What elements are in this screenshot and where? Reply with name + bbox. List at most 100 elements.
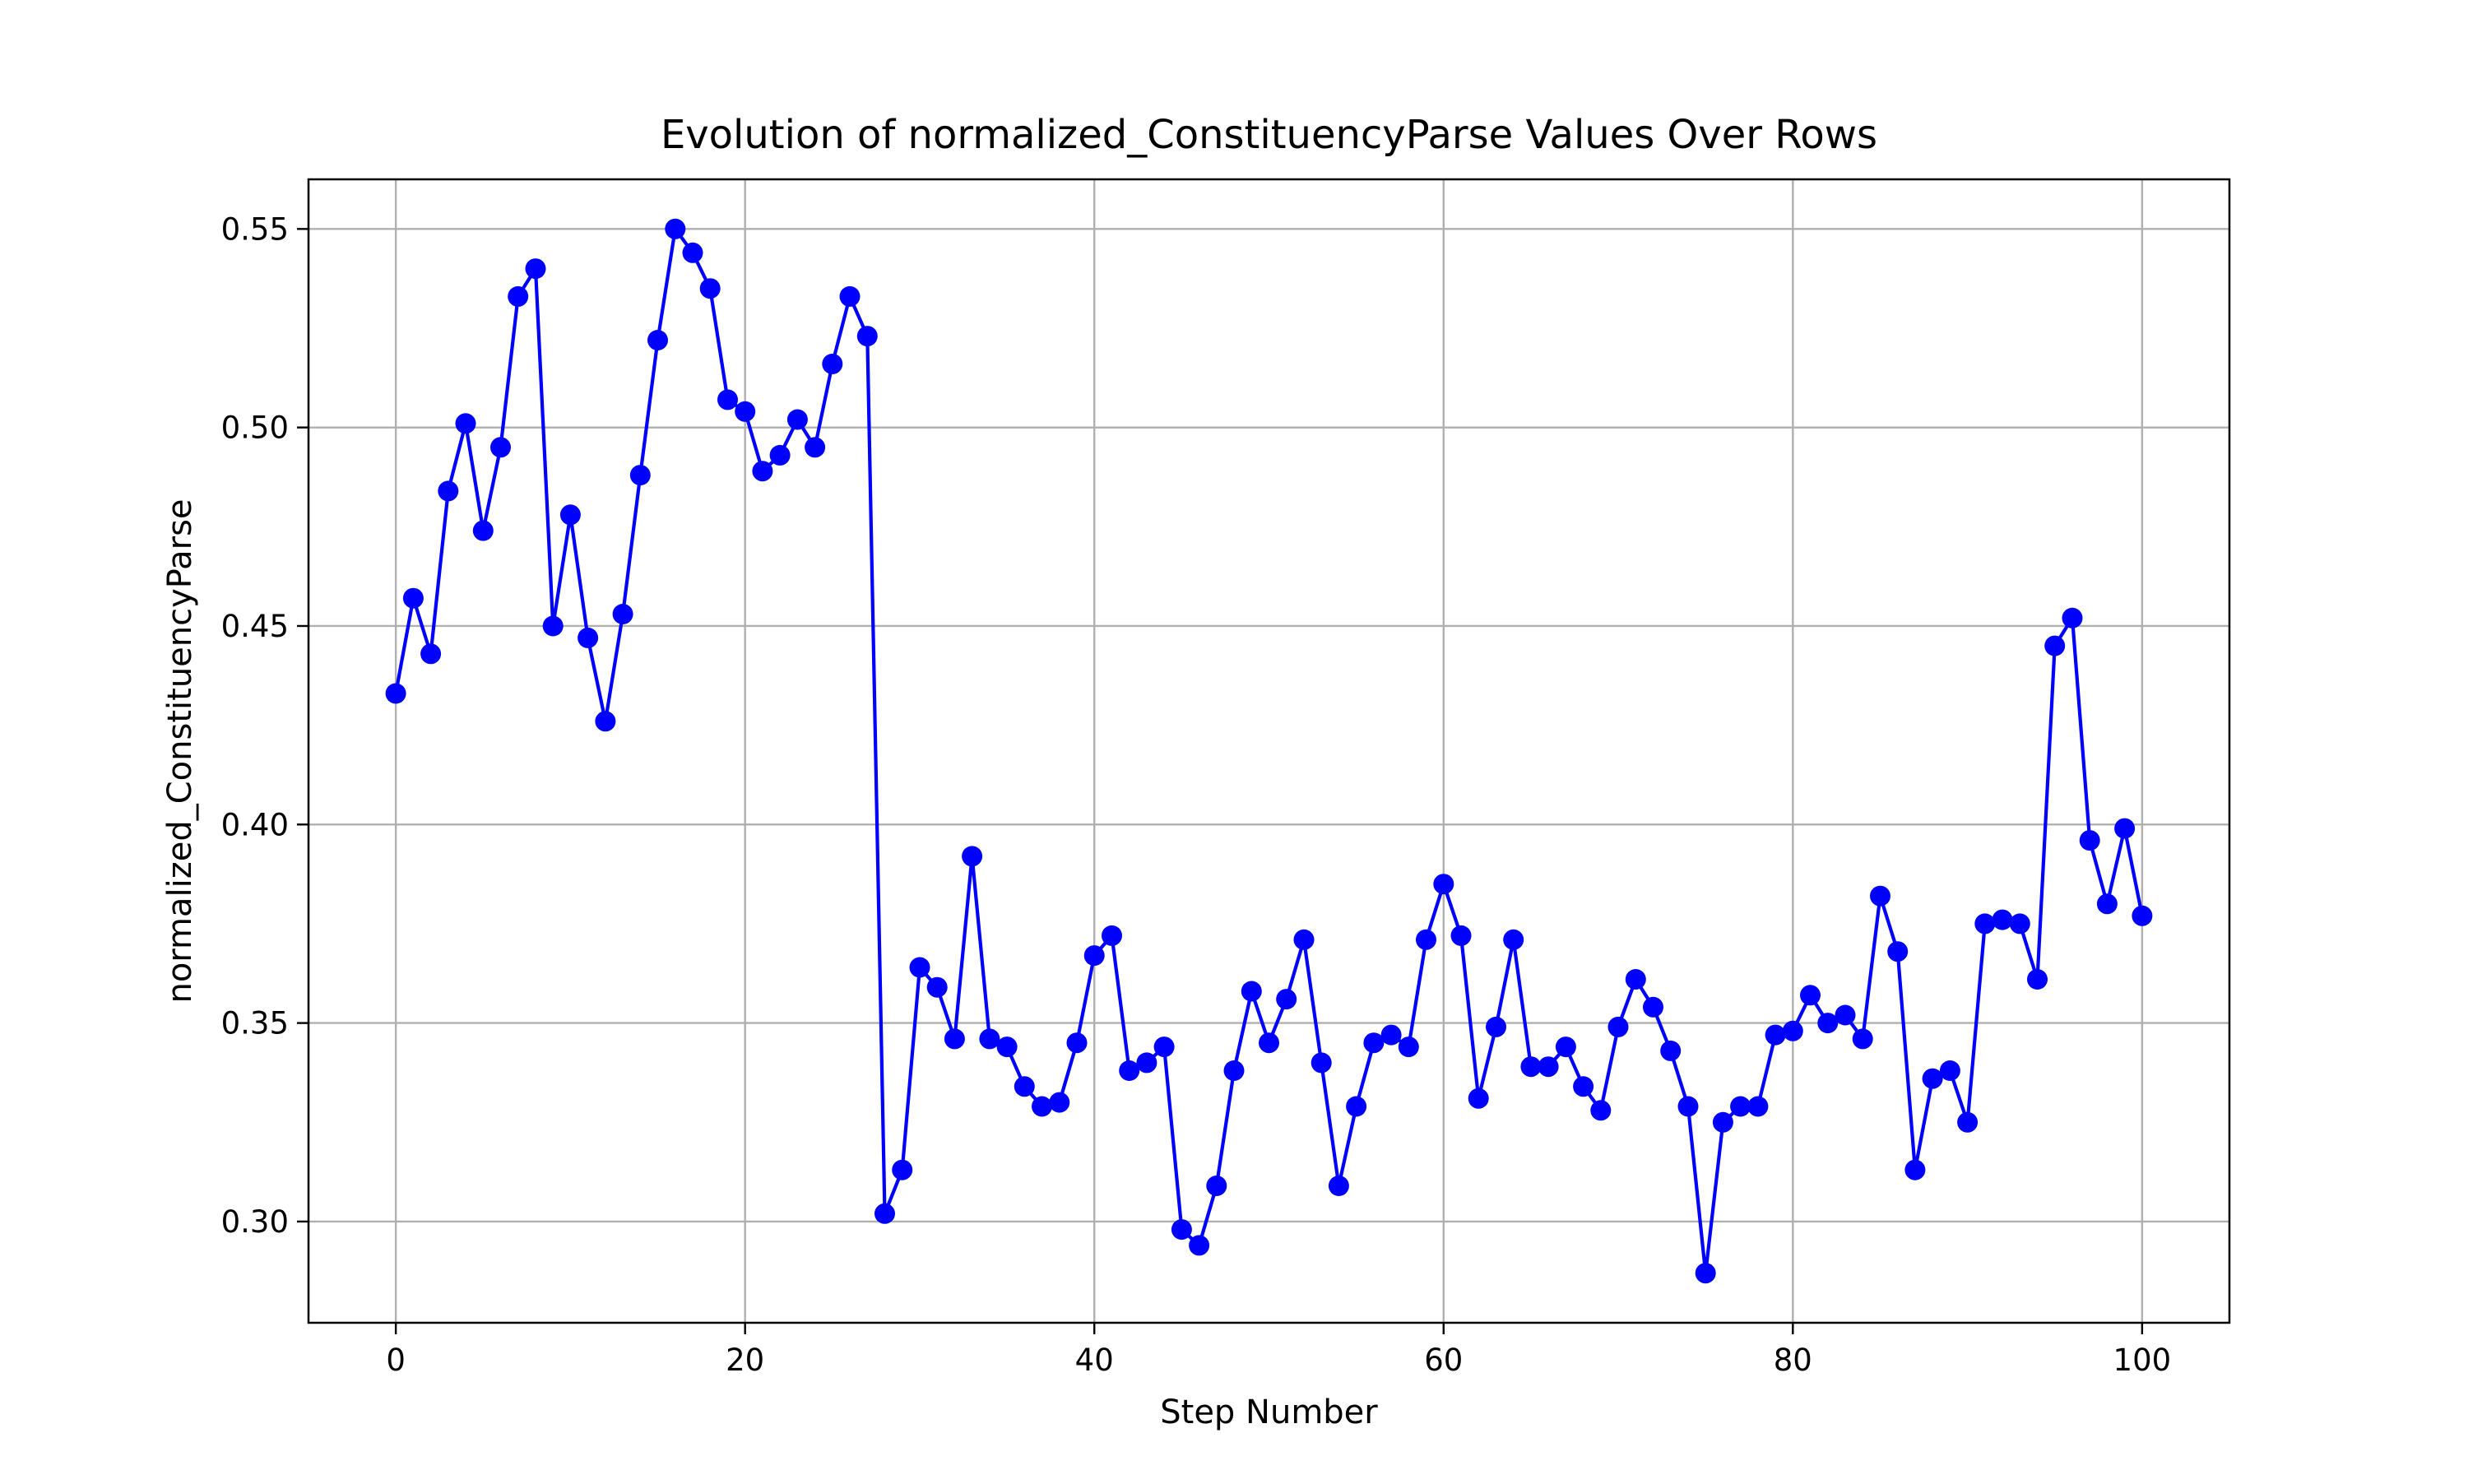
data-point — [578, 627, 599, 648]
data-point — [1014, 1076, 1035, 1097]
data-point — [1660, 1040, 1682, 1061]
data-point — [1887, 941, 1909, 962]
y-tick-label: 0.45 — [221, 609, 289, 644]
data-point — [909, 957, 930, 978]
data-point — [2027, 969, 2048, 990]
data-point — [786, 409, 808, 430]
data-point — [1241, 981, 1262, 1002]
data-point — [1328, 1176, 1349, 1196]
data-point — [856, 326, 878, 347]
data-point — [472, 520, 494, 541]
data-point — [1607, 1016, 1629, 1037]
data-point — [2044, 635, 2066, 656]
data-point — [1433, 874, 1454, 895]
data-point — [1136, 1052, 1157, 1074]
data-point — [1590, 1100, 1612, 1121]
data-point — [455, 413, 476, 434]
data-point — [2132, 905, 2153, 926]
data-point — [629, 465, 651, 486]
data-point — [1520, 1056, 1542, 1078]
chart-title: Evolution of normalized_ConstituencyPars… — [661, 112, 1877, 158]
data-point — [2062, 607, 2083, 628]
data-point — [1102, 925, 1122, 946]
data-point — [1276, 989, 1297, 1010]
data-point — [1643, 996, 1663, 1018]
data-point — [490, 437, 511, 458]
data-point — [1730, 1096, 1751, 1117]
data-point — [1957, 1111, 1979, 1133]
x-tick-label: 100 — [2113, 1343, 2172, 1378]
data-point — [1939, 1060, 1960, 1081]
data-point — [1625, 969, 1646, 990]
data-point — [1380, 1024, 1402, 1046]
data-point — [1503, 929, 1524, 950]
data-point — [1206, 1176, 1227, 1196]
data-point — [996, 1036, 1018, 1058]
data-point — [1398, 1036, 1419, 1058]
data-point — [1416, 929, 1436, 950]
data-point — [1538, 1056, 1559, 1078]
data-point — [595, 711, 616, 732]
data-point — [525, 258, 546, 280]
data-point — [752, 461, 773, 482]
data-point — [805, 437, 826, 458]
data-point — [682, 242, 703, 263]
data-point — [2096, 893, 2118, 915]
y-tick-label: 0.40 — [221, 807, 289, 842]
data-point — [559, 504, 581, 526]
data-point — [1486, 1016, 1506, 1037]
y-tick-label: 0.30 — [221, 1204, 289, 1240]
x-tick-label: 60 — [1424, 1343, 1463, 1378]
data-point — [1066, 1032, 1088, 1054]
data-point — [1904, 1159, 1926, 1180]
data-point — [892, 1159, 913, 1180]
data-point — [1695, 1263, 1716, 1284]
data-point — [979, 1028, 1000, 1050]
data-point — [1450, 925, 1472, 946]
data-point — [438, 480, 459, 502]
x-tick-label: 40 — [1075, 1343, 1114, 1378]
x-tick-label: 20 — [726, 1343, 764, 1378]
plot-frame — [307, 178, 2231, 1324]
data-point — [612, 604, 633, 624]
data-point — [1835, 1004, 1856, 1026]
ticks: 0 20 40 60 80 100 0.30 0.35 0.40 0.45 0.50 0.55 — [221, 211, 2172, 1378]
data-point — [2009, 913, 2030, 934]
data-point — [402, 587, 424, 609]
data-point — [1049, 1092, 1070, 1113]
data-point — [420, 643, 442, 665]
data-point — [508, 285, 529, 307]
data-point — [1171, 1219, 1192, 1241]
y-axis-label: normalized_ConstituencyParse — [161, 499, 199, 1003]
x-tick-label: 0 — [386, 1343, 406, 1378]
data-point — [699, 278, 721, 299]
data-point — [1747, 1096, 1769, 1117]
data-point — [1677, 1096, 1699, 1117]
data-point — [717, 389, 738, 410]
y-tick-label: 0.35 — [221, 1006, 289, 1041]
data-point — [874, 1203, 895, 1224]
data-point — [1259, 1032, 1279, 1054]
data-point — [1782, 1020, 1803, 1041]
data-point — [1712, 1111, 1733, 1133]
data-point — [1153, 1036, 1175, 1058]
data-point — [1468, 1087, 1489, 1109]
data-point — [1800, 985, 1821, 1006]
data-point — [1293, 929, 1315, 950]
data-point — [1573, 1076, 1594, 1097]
data-point — [769, 444, 791, 466]
data-point — [1974, 913, 1996, 934]
x-tick-label: 80 — [1774, 1343, 1812, 1378]
data-point — [1363, 1032, 1385, 1054]
data-point — [735, 401, 756, 422]
data-point — [822, 353, 843, 374]
data-point — [1555, 1036, 1576, 1058]
data-point — [385, 683, 406, 704]
series-layer — [385, 218, 2153, 1284]
data-point — [1817, 1013, 1839, 1034]
x-axis-label: Step Number — [1160, 1394, 1378, 1431]
data-point — [542, 615, 564, 637]
